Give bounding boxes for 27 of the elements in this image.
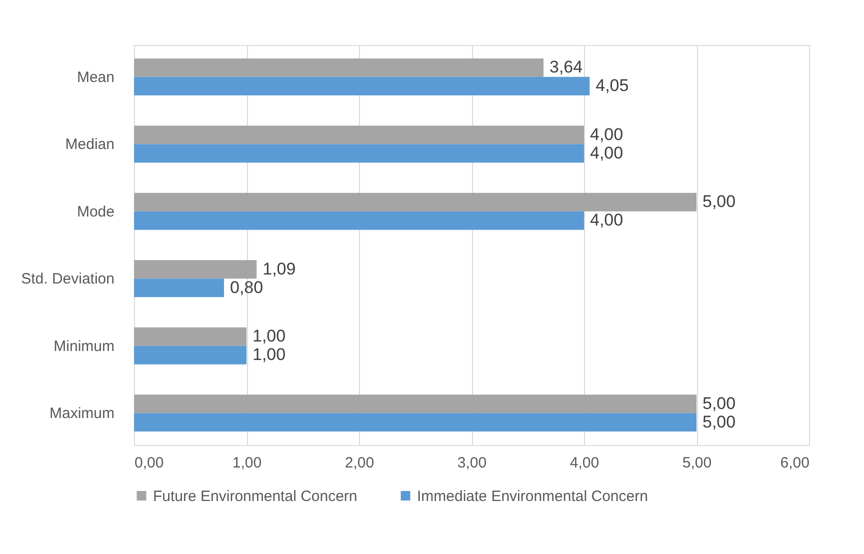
data-label: 5,00 xyxy=(702,412,736,432)
y-tick-label: Mode xyxy=(76,203,114,220)
y-tick-label: Mean xyxy=(76,68,114,86)
x-tick-label: 6,00 xyxy=(780,454,810,472)
x-tick-label: 5,00 xyxy=(682,454,712,472)
data-label: 4,00 xyxy=(590,124,624,144)
data-label: 4,05 xyxy=(596,76,629,96)
y-tick-label: Maximum xyxy=(49,405,114,422)
data-label: 4,00 xyxy=(590,210,624,230)
data-label: 3,64 xyxy=(550,58,583,77)
y-tick-label: Std. Deviation xyxy=(21,270,114,288)
y-tick-label: Median xyxy=(65,136,114,154)
data-label: 4,00 xyxy=(590,143,624,162)
x-tick-label: 2,00 xyxy=(344,454,374,472)
y-tick-label: Minimum xyxy=(54,338,114,355)
legend-label: Immediate Environmental Concern xyxy=(417,488,648,505)
x-tick-label: 1,00 xyxy=(232,454,262,472)
data-label: 0,80 xyxy=(230,278,264,297)
x-tick-label: 0,00 xyxy=(134,454,164,472)
data-label: 5,00 xyxy=(702,192,736,212)
data-label: 5,00 xyxy=(702,394,736,413)
data-label: 1,09 xyxy=(262,259,296,278)
data-label: 1,00 xyxy=(252,345,286,364)
x-tick-label: 4,00 xyxy=(570,454,600,472)
data-label: 1,00 xyxy=(252,326,286,346)
legend-label: Future Environmental Concern xyxy=(153,488,358,505)
x-tick-label: 3,00 xyxy=(457,454,487,472)
